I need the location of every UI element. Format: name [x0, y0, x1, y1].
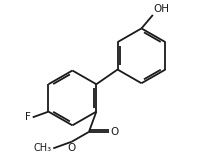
Text: CH₃: CH₃	[33, 143, 51, 153]
Text: O: O	[111, 127, 119, 137]
Text: F: F	[25, 112, 31, 122]
Text: OH: OH	[154, 4, 170, 14]
Text: O: O	[68, 143, 76, 153]
